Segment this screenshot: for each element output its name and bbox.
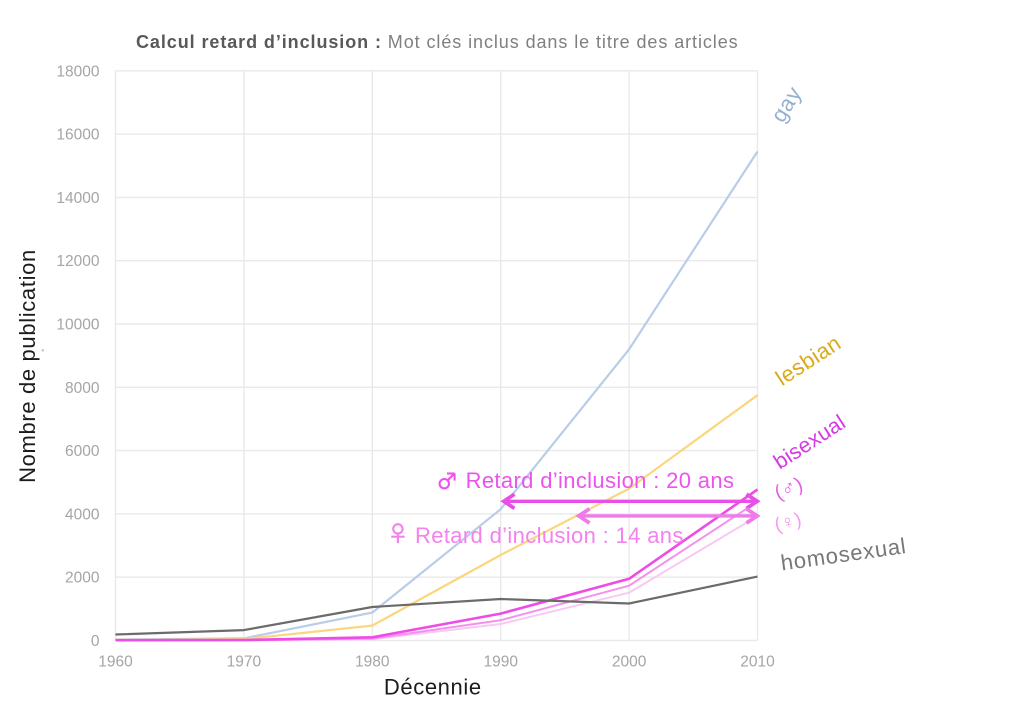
svg-text:bisexual: bisexual [769,410,850,474]
svg-text:(♀): (♀) [772,509,803,536]
svg-text:Décennie: Décennie [384,675,482,700]
svg-text:18000: 18000 [56,63,99,80]
svg-text:2000: 2000 [65,570,100,587]
svg-text:Calcul retard d’inclusion : Mo: Calcul retard d’inclusion : Mot clés inc… [136,32,739,52]
svg-text:14000: 14000 [56,190,99,207]
svg-text:2000: 2000 [612,654,647,671]
svg-text:gay: gay [766,82,807,127]
svg-text:2010: 2010 [740,654,775,671]
svg-text:0: 0 [91,633,100,650]
svg-text:1960: 1960 [98,654,133,671]
svg-text:1970: 1970 [227,654,262,671]
svg-text:16000: 16000 [56,127,99,144]
svg-text:(♂): (♂) [771,473,806,504]
svg-text:6000: 6000 [65,443,100,460]
svg-text:Retard d’inclusion : 20 ans: Retard d’inclusion : 20 ans [466,468,735,493]
svg-text:lesbian: lesbian [771,330,845,390]
svg-text:1980: 1980 [355,654,390,671]
svg-text:8000: 8000 [65,380,100,397]
svg-text:12000: 12000 [56,253,99,270]
svg-text:homosexual: homosexual [779,533,908,575]
svg-text:4000: 4000 [65,506,100,523]
svg-text:Nombre de publication: Nombre de publication [15,249,40,483]
svg-text:10000: 10000 [56,317,99,334]
svg-text:1990: 1990 [483,654,518,671]
svg-text:Retard d’inclusion : 14 ans: Retard d’inclusion : 14 ans [415,523,684,548]
